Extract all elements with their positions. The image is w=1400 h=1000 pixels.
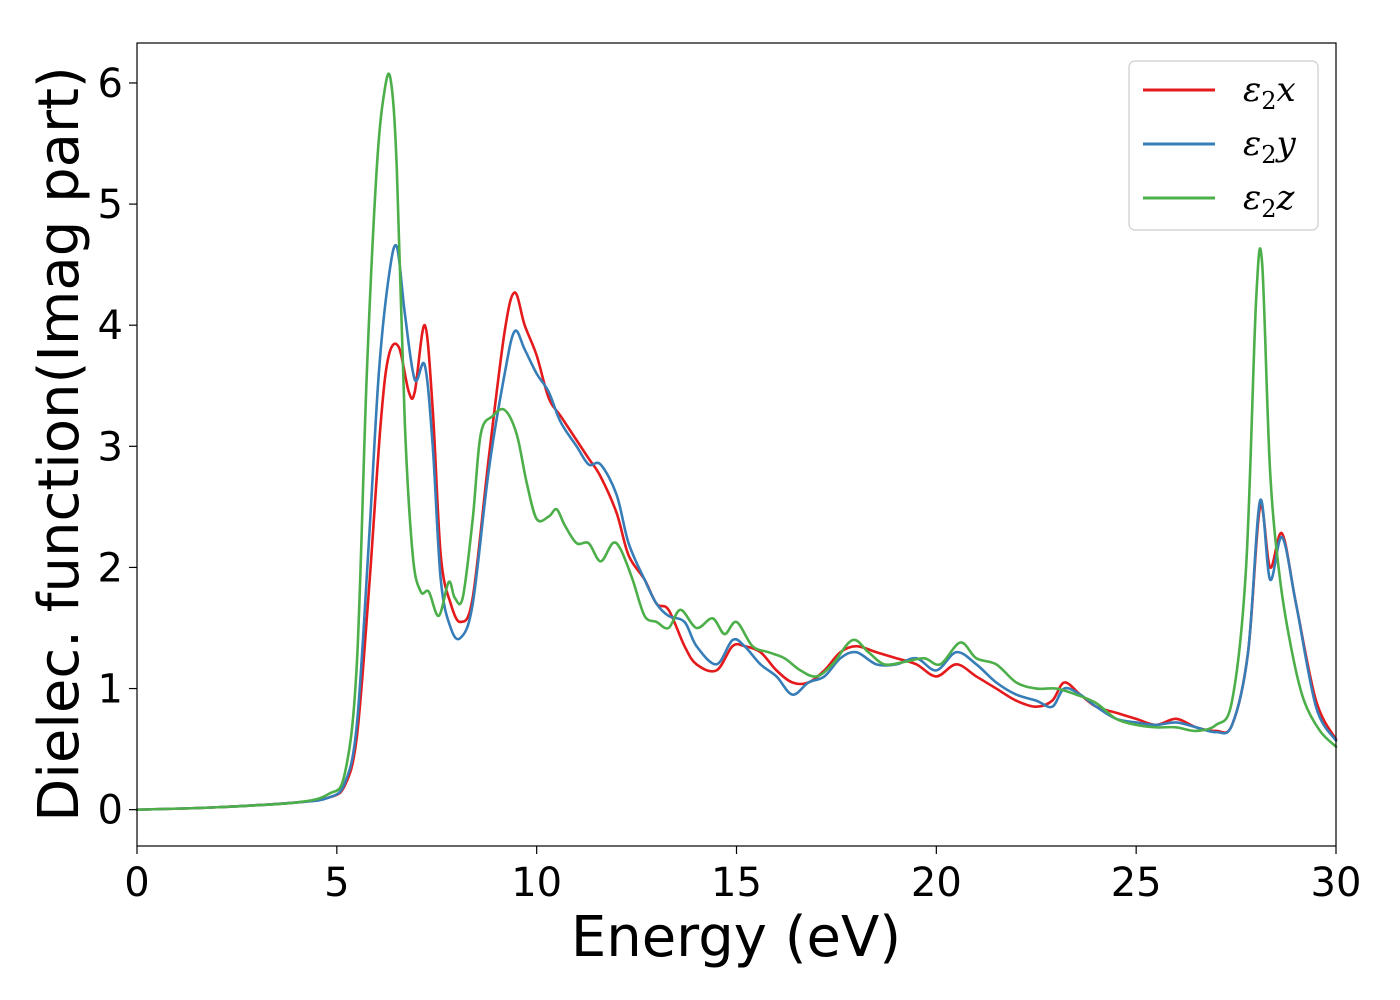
series-line-y (135, 243, 1338, 811)
y-axis-label: Dielec. function(Imag part) (27, 66, 92, 822)
y-tick-label: 1 (98, 667, 123, 713)
x-tick-label: 15 (711, 860, 762, 906)
x-tick-label: 25 (1111, 860, 1162, 906)
legend-box (1128, 60, 1319, 231)
x-tick-label: 20 (911, 860, 962, 906)
y-tick-label: 3 (98, 424, 123, 470)
x-tick-label: 30 (1311, 860, 1362, 906)
x-axis-ticks: 0 5 10 15 20 25 30 (124, 846, 1361, 906)
series-group (135, 72, 1338, 811)
legend-label-x: ε2x (1243, 70, 1296, 115)
legend: ε2x ε2y ε2z (1128, 60, 1319, 231)
legend-label-y: ε2y (1243, 124, 1297, 169)
x-tick-label: 10 (511, 860, 562, 906)
x-tick-label: 0 (124, 860, 149, 906)
legend-label-z: ε2z (1243, 178, 1296, 223)
y-tick-label: 4 (98, 303, 123, 349)
y-tick-label: 5 (98, 182, 123, 228)
x-axis-label: Energy (eV) (571, 905, 901, 970)
series-line-z (135, 72, 1338, 811)
y-tick-label: 6 (98, 61, 123, 107)
y-tick-label: 2 (98, 545, 123, 591)
x-tick-label: 5 (324, 860, 349, 906)
y-tick-label: 0 (98, 788, 123, 834)
y-axis-ticks: 0 1 2 3 4 5 6 (98, 61, 137, 834)
